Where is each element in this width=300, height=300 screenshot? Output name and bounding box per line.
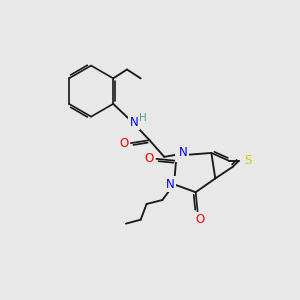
Text: H: H bbox=[139, 112, 146, 123]
Text: N: N bbox=[178, 146, 187, 159]
Text: N: N bbox=[166, 178, 175, 191]
Text: N: N bbox=[129, 116, 138, 129]
Text: N: N bbox=[177, 147, 185, 161]
Text: O: O bbox=[119, 136, 129, 150]
Text: S: S bbox=[244, 154, 251, 167]
Text: O: O bbox=[144, 152, 153, 165]
Text: O: O bbox=[195, 213, 204, 226]
